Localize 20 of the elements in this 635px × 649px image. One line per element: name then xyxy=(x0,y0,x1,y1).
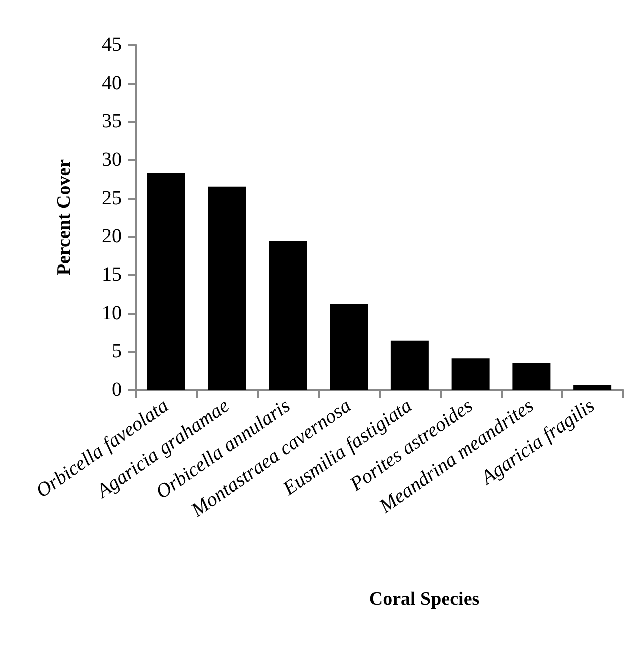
bar xyxy=(452,358,490,390)
y-tick-label: 20 xyxy=(102,226,122,248)
bar xyxy=(574,385,612,390)
y-tick-label: 0 xyxy=(112,379,122,401)
y-tick-label: 10 xyxy=(102,302,122,324)
y-tick-label: 25 xyxy=(102,187,122,210)
y-tick-label: 45 xyxy=(102,34,122,56)
y-tick-label: 15 xyxy=(102,264,122,286)
bar xyxy=(269,241,308,390)
bar xyxy=(512,363,551,390)
bar xyxy=(147,173,186,390)
y-tick-label: 5 xyxy=(112,340,122,363)
y-tick-label: 35 xyxy=(102,110,122,133)
y-tick-label: 30 xyxy=(102,149,122,171)
y-tick-label: 40 xyxy=(102,72,122,94)
bar xyxy=(390,340,429,390)
x-axis-title: Coral Species xyxy=(369,589,480,610)
bar xyxy=(208,186,246,390)
bar xyxy=(330,304,368,390)
y-axis-title: Percent Cover xyxy=(54,158,75,276)
